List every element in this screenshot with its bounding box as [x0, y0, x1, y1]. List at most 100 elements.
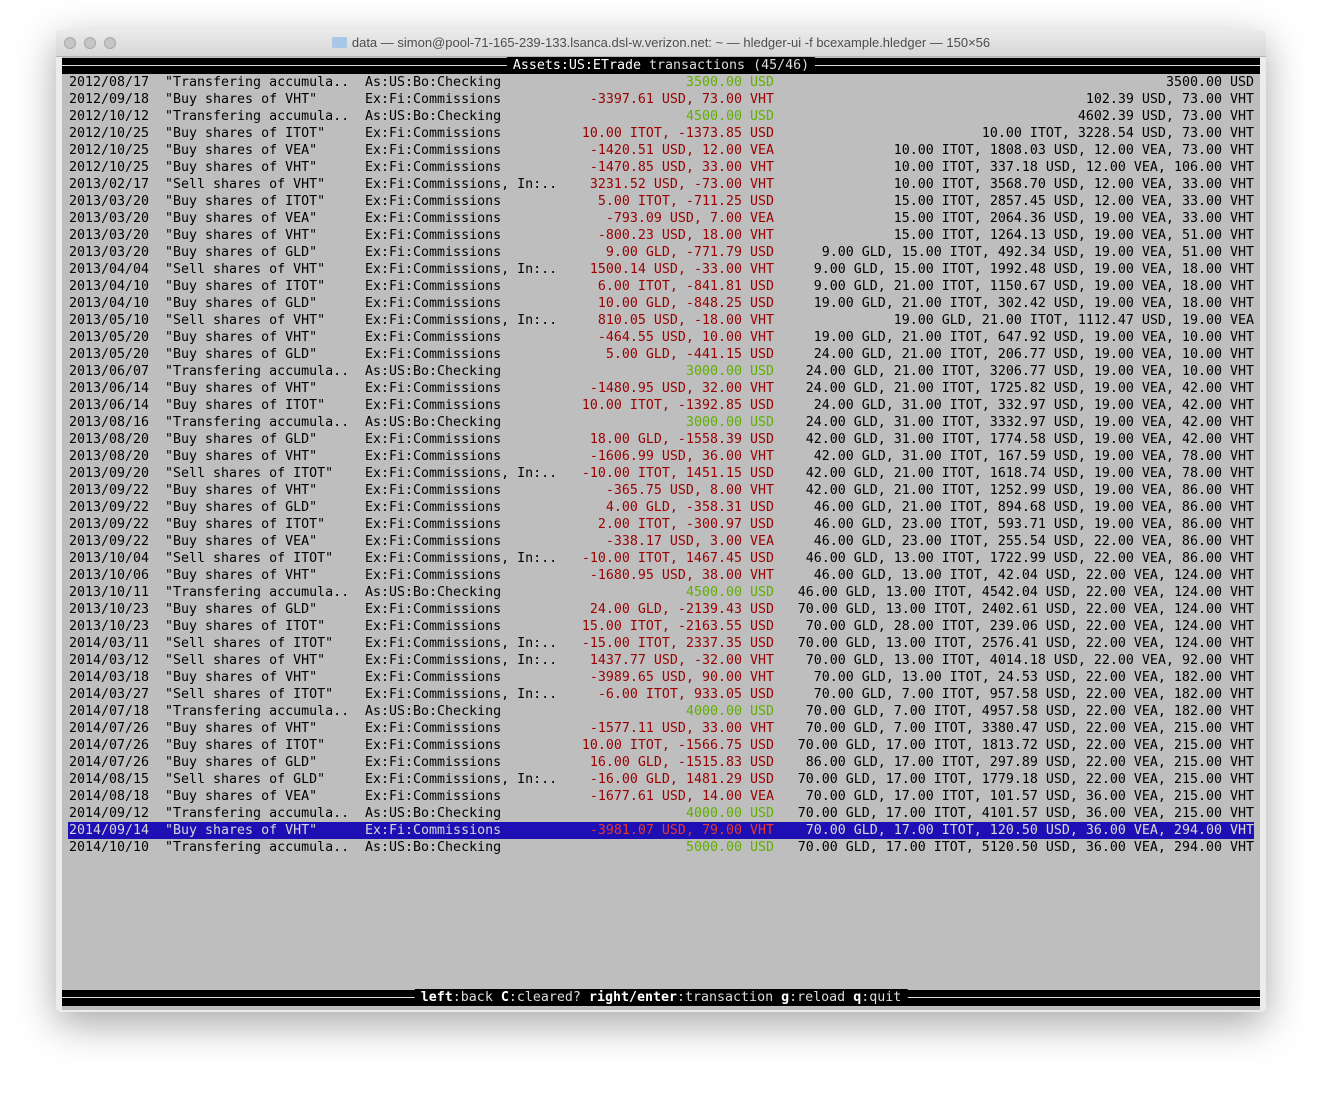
table-row[interactable]: 2013/09/22 "Buy shares of GLD" Ex:Fi:Commi… [62, 499, 1260, 516]
table-row[interactable]: 2013/04/04 "Sell shares of VHT" Ex:Fi:Comm… [62, 261, 1260, 278]
table-row[interactable]: 2014/09/12 "Transfering accumula.. As:US:B… [62, 805, 1260, 822]
description-cell: "Buy shares of ITOT" [165, 619, 326, 634]
table-row[interactable]: 2013/10/23 "Buy shares of GLD" Ex:Fi:Commi… [62, 601, 1260, 618]
description-cell: "Buy shares of VHT" [165, 92, 318, 107]
description-cell: "Buy shares of GLD" [165, 296, 318, 311]
zoom-button[interactable] [104, 37, 116, 49]
amount-cell: 3000.00 USD [685, 415, 774, 430]
table-row[interactable]: 2013/09/20 "Sell shares of ITOT" Ex:Fi:Com… [62, 465, 1260, 482]
account-cell: Ex:Fi:Commissions [365, 92, 502, 107]
table-row[interactable]: 2013/06/14 "Buy shares of ITOT" Ex:Fi:Comm… [62, 397, 1260, 414]
table-row[interactable]: 2013/04/10 "Buy shares of ITOT" Ex:Fi:Comm… [62, 278, 1260, 295]
table-row[interactable]: 2013/10/23 "Buy shares of ITOT" Ex:Fi:Comm… [62, 618, 1260, 635]
key-action: quit [869, 990, 902, 1005]
table-row[interactable]: 2013/03/20 "Buy shares of ITOT" Ex:Fi:Comm… [62, 193, 1260, 210]
amount-cell: 5000.00 USD [685, 840, 774, 855]
table-row[interactable]: 2012/09/18 "Buy shares of VHT" Ex:Fi:Commi… [62, 91, 1260, 108]
date-cell: 2013/03/20 [69, 194, 150, 209]
footer-bar: left:back C:cleared? right/enter:transac… [62, 989, 1260, 1006]
amount-cell: -15.00 ITOT, 2337.35 USD [581, 636, 774, 651]
description-cell: "Buy shares of VHT" [165, 483, 318, 498]
table-row[interactable]: 2012/08/17 "Transfering accumula.. As:US:B… [62, 74, 1260, 91]
table-row[interactable]: 2013/08/16 "Transfering accumula.. As:US:B… [62, 414, 1260, 431]
table-row[interactable]: 2013/06/07 "Transfering accumula.. As:US:B… [62, 363, 1260, 380]
balance-cell: 70.00 GLD, 13.00 ITOT, 2576.41 USD, 22.0… [797, 636, 1254, 651]
window-title: data — simon@pool-71-165-239-133.lsanca.… [56, 35, 1266, 50]
account-cell: Ex:Fi:Commissions [365, 619, 502, 634]
table-row[interactable]: 2014/03/27 "Sell shares of ITOT" Ex:Fi:Com… [62, 686, 1260, 703]
table-row[interactable]: 2013/09/22 "Buy shares of VHT" Ex:Fi:Commi… [62, 482, 1260, 499]
balance-cell: 3500.00 USD [1165, 75, 1254, 90]
table-row[interactable]: 2013/02/17 "Sell shares of VHT" Ex:Fi:Comm… [62, 176, 1260, 193]
amount-cell: -1680.95 USD, 38.00 VHT [589, 568, 774, 583]
key-name: q [853, 990, 862, 1005]
terminal-content[interactable]: Assets:US:ETrade transactions (45/46) 20… [62, 57, 1260, 1010]
account-cell: Ex:Fi:Commissions, In:.. [365, 551, 558, 566]
header-label: transactions [648, 58, 746, 73]
date-cell: 2012/08/17 [69, 75, 150, 90]
amount-cell: -464.55 USD, 10.00 VHT [597, 330, 774, 345]
table-row[interactable]: 2013/03/20 "Buy shares of GLD" Ex:Fi:Commi… [62, 244, 1260, 261]
account-cell: Ex:Fi:Commissions [365, 483, 502, 498]
description-cell: "Buy shares of GLD" [165, 755, 318, 770]
table-row[interactable]: 2012/10/12 "Transfering accumula.. As:US:B… [62, 108, 1260, 125]
balance-cell: 42.00 GLD, 31.00 ITOT, 1774.58 USD, 19.0… [805, 432, 1254, 447]
table-row[interactable]: 2012/10/25 "Buy shares of ITOT" Ex:Fi:Comm… [62, 125, 1260, 142]
table-row[interactable]: 2014/03/12 "Sell shares of VHT" Ex:Fi:Comm… [62, 652, 1260, 669]
table-row[interactable]: 2013/09/22 "Buy shares of ITOT" Ex:Fi:Comm… [62, 516, 1260, 533]
table-row[interactable]: 2013/08/20 "Buy shares of VHT" Ex:Fi:Commi… [62, 448, 1260, 465]
table-row[interactable]: 2014/08/15 "Sell shares of GLD" Ex:Fi:Comm… [62, 771, 1260, 788]
balance-cell: 24.00 GLD, 31.00 ITOT, 332.97 USD, 19.00… [813, 398, 1254, 413]
description-cell: "Buy shares of ITOT" [165, 279, 326, 294]
table-row[interactable]: 2013/05/10 "Sell shares of VHT" Ex:Fi:Comm… [62, 312, 1260, 329]
table-row[interactable]: 2013/09/22 "Buy shares of VEA" Ex:Fi:Commi… [62, 533, 1260, 550]
balance-cell: 70.00 GLD, 7.00 ITOT, 3380.47 USD, 22.00… [805, 721, 1254, 736]
table-row[interactable]: 2013/10/04 "Sell shares of ITOT" Ex:Fi:Com… [62, 550, 1260, 567]
table-row[interactable]: 2013/03/20 "Buy shares of VEA" Ex:Fi:Commi… [62, 210, 1260, 227]
table-row[interactable]: 2014/08/18 "Buy shares of VEA" Ex:Fi:Commi… [62, 788, 1260, 805]
table-row[interactable]: 2014/03/11 "Sell shares of ITOT" Ex:Fi:Com… [62, 635, 1260, 652]
account-cell: As:US:Bo:Checking [365, 585, 502, 600]
table-row[interactable]: 2013/05/20 "Buy shares of VHT" Ex:Fi:Commi… [62, 329, 1260, 346]
table-row[interactable]: 2014/07/18 "Transfering accumula.. As:US:B… [62, 703, 1260, 720]
table-row[interactable]: 2014/07/26 "Buy shares of GLD" Ex:Fi:Commi… [62, 754, 1260, 771]
account-cell: Ex:Fi:Commissions [365, 670, 502, 685]
table-row[interactable]: 2013/05/20 "Buy shares of GLD" Ex:Fi:Commi… [62, 346, 1260, 363]
table-row[interactable]: 2014/10/10 "Transfering accumula.. As:US:B… [62, 839, 1260, 856]
description-cell: "Buy shares of VEA" [165, 143, 318, 158]
balance-cell: 15.00 ITOT, 2857.45 USD, 12.00 VEA, 33.0… [893, 194, 1254, 209]
description-cell: "Buy shares of ITOT" [165, 517, 326, 532]
table-row[interactable]: 2014/03/18 "Buy shares of VHT" Ex:Fi:Commi… [62, 669, 1260, 686]
close-button[interactable] [64, 37, 76, 49]
account-cell: Ex:Fi:Commissions [365, 432, 502, 447]
balance-cell: 24.00 GLD, 31.00 ITOT, 3332.97 USD, 19.0… [805, 415, 1254, 430]
table-row[interactable]: 2014/07/26 "Buy shares of ITOT" Ex:Fi:Comm… [62, 737, 1260, 754]
description-cell: "Buy shares of VEA" [165, 211, 318, 226]
balance-cell: 70.00 GLD, 7.00 ITOT, 957.58 USD, 22.00 … [813, 687, 1254, 702]
table-row[interactable]: 2013/04/10 "Buy shares of GLD" Ex:Fi:Commi… [62, 295, 1260, 312]
balance-cell: 42.00 GLD, 21.00 ITOT, 1252.99 USD, 19.0… [805, 483, 1254, 498]
table-row[interactable]: 2013/10/11 "Transfering accumula.. As:US:B… [62, 584, 1260, 601]
amount-cell: -3989.65 USD, 90.00 VHT [589, 670, 774, 685]
table-row[interactable]: 2013/06/14 "Buy shares of VHT" Ex:Fi:Commi… [62, 380, 1260, 397]
table-row[interactable]: 2012/10/25 "Buy shares of VEA" Ex:Fi:Commi… [62, 142, 1260, 159]
minimize-button[interactable] [84, 37, 96, 49]
table-row[interactable]: 2013/08/20 "Buy shares of GLD" Ex:Fi:Commi… [62, 431, 1260, 448]
balance-cell: 46.00 GLD, 13.00 ITOT, 42.04 USD, 22.00 … [813, 568, 1254, 583]
table-row[interactable]: 2014/07/26 "Buy shares of VHT" Ex:Fi:Commi… [62, 720, 1260, 737]
table-row[interactable]: 2013/03/20 "Buy shares of VHT" Ex:Fi:Commi… [62, 227, 1260, 244]
balance-cell: 15.00 ITOT, 1264.13 USD, 19.00 VEA, 51.0… [893, 228, 1254, 243]
table-row-selected[interactable]: 2014/09/14 "Buy shares of VHT" Ex:Fi:Commi… [68, 822, 1254, 839]
description-cell: "Buy shares of VHT" [165, 721, 318, 736]
date-cell: 2013/02/17 [69, 177, 150, 192]
amount-cell: 4000.00 USD [685, 806, 774, 821]
key-help: left:back C:cleared? right/enter:transac… [414, 989, 908, 1006]
table-row[interactable]: 2013/10/06 "Buy shares of VHT" Ex:Fi:Commi… [62, 567, 1260, 584]
date-cell: 2013/09/20 [69, 466, 150, 481]
table-row[interactable]: 2012/10/25 "Buy shares of VHT" Ex:Fi:Commi… [62, 159, 1260, 176]
account-cell: As:US:Bo:Checking [365, 109, 502, 124]
key-action: transaction [685, 990, 774, 1005]
balance-cell: 70.00 GLD, 28.00 ITOT, 239.06 USD, 22.00… [805, 619, 1254, 634]
description-cell: "Buy shares of ITOT" [165, 738, 326, 753]
amount-cell: 15.00 ITOT, -2163.55 USD [581, 619, 774, 634]
